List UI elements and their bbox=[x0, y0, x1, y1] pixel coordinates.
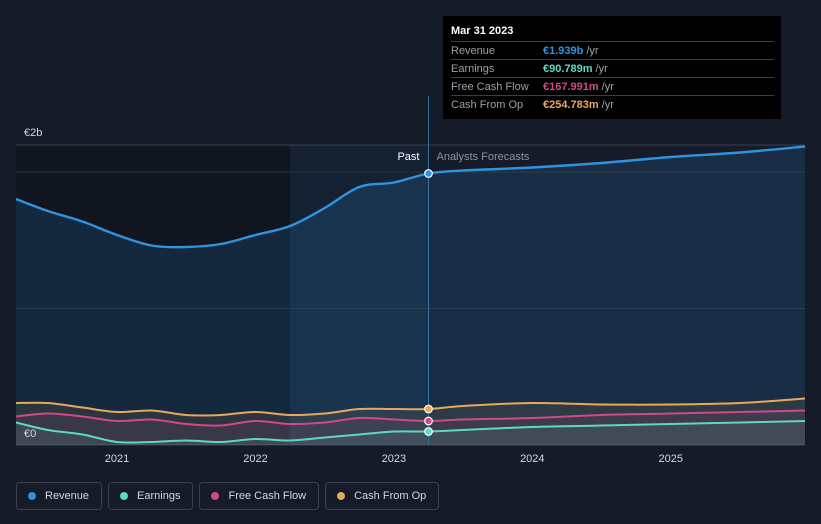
legend-label: Free Cash Flow bbox=[228, 490, 307, 502]
earnings-marker bbox=[424, 427, 433, 436]
x-axis-ticks: 2021 2022 2023 2024 2025 bbox=[105, 453, 683, 465]
tooltip-label: Cash From Op bbox=[451, 98, 524, 111]
legend-item-earnings[interactable]: Earnings bbox=[108, 482, 194, 510]
revenue-line bbox=[15, 145, 806, 249]
chart-legend: Revenue Earnings Free Cash Flow Cash Fro… bbox=[16, 482, 440, 510]
x-tick-label: 2022 bbox=[243, 453, 267, 465]
legend-item-cash-from-op[interactable]: Cash From Op bbox=[325, 482, 440, 510]
cash-from-op-dot-icon bbox=[337, 492, 346, 500]
tooltip-label: Revenue bbox=[451, 44, 496, 57]
series-areas bbox=[16, 146, 805, 445]
cash-from-op-line bbox=[15, 397, 806, 417]
x-tick-label: 2021 bbox=[105, 453, 129, 465]
tooltip-row-cash-from-op: Cash From Op €254.783m /yr bbox=[451, 95, 774, 113]
past-label: Past bbox=[397, 151, 419, 163]
free-cash-flow-dot-icon bbox=[211, 492, 220, 500]
legend-label: Revenue bbox=[45, 490, 90, 502]
tooltip-date: Mar 31 2023 bbox=[451, 25, 514, 37]
earnings-line bbox=[15, 420, 806, 444]
x-tick-label: 2023 bbox=[382, 453, 406, 465]
tooltip-label: Earnings bbox=[451, 62, 495, 75]
tooltip-unit: /yr bbox=[586, 44, 599, 57]
tooltip-value: €1.939b bbox=[543, 44, 584, 57]
legend-item-revenue[interactable]: Revenue bbox=[16, 482, 103, 510]
tooltip-row-revenue: Revenue €1.939b /yr bbox=[451, 41, 774, 59]
gridlines bbox=[16, 144, 805, 446]
series-markers bbox=[424, 169, 433, 436]
revenue-area bbox=[16, 146, 805, 445]
cash-from-op-marker bbox=[424, 404, 433, 414]
legend-label: Earnings bbox=[137, 490, 181, 502]
tooltip-unit: /yr bbox=[601, 98, 614, 111]
tooltip-value: €90.789m bbox=[543, 62, 593, 75]
highlight-band bbox=[290, 145, 429, 445]
x-tick-label: 2025 bbox=[658, 453, 682, 465]
series-lines bbox=[15, 145, 806, 444]
tooltip-row-free-cash-flow: Free Cash Flow €167.991m /yr bbox=[451, 77, 774, 95]
legend-item-free-cash-flow[interactable]: Free Cash Flow bbox=[199, 482, 320, 510]
legend-label: Cash From Op bbox=[354, 490, 427, 502]
earnings-area bbox=[16, 421, 805, 445]
data-tooltip: Mar 31 2023 Revenue €1.939b /yr Earnings… bbox=[443, 16, 781, 119]
revenue-marker bbox=[424, 169, 433, 178]
tooltip-row-earnings: Earnings €90.789m /yr bbox=[451, 59, 774, 77]
tooltip-label: Free Cash Flow bbox=[451, 80, 529, 93]
earnings-dot-icon bbox=[120, 492, 129, 500]
cash-from-op-area bbox=[16, 398, 805, 445]
free-cash-flow-line bbox=[15, 409, 806, 427]
free-cash-flow-marker bbox=[424, 416, 433, 426]
revenue-dot-icon bbox=[28, 492, 36, 500]
tooltip-unit: /yr bbox=[595, 62, 608, 75]
x-tick-label: 2024 bbox=[520, 453, 544, 465]
tooltip-unit: /yr bbox=[601, 80, 614, 93]
y-axis-top-label: €2b bbox=[24, 127, 42, 139]
tooltip-value: €167.991m bbox=[543, 80, 599, 93]
tooltip-value: €254.783m bbox=[543, 98, 599, 111]
y-axis-bottom-label: €0 bbox=[24, 428, 36, 440]
forecast-label: Analysts Forecasts bbox=[436, 151, 529, 163]
free-cash-flow-area bbox=[16, 410, 805, 445]
